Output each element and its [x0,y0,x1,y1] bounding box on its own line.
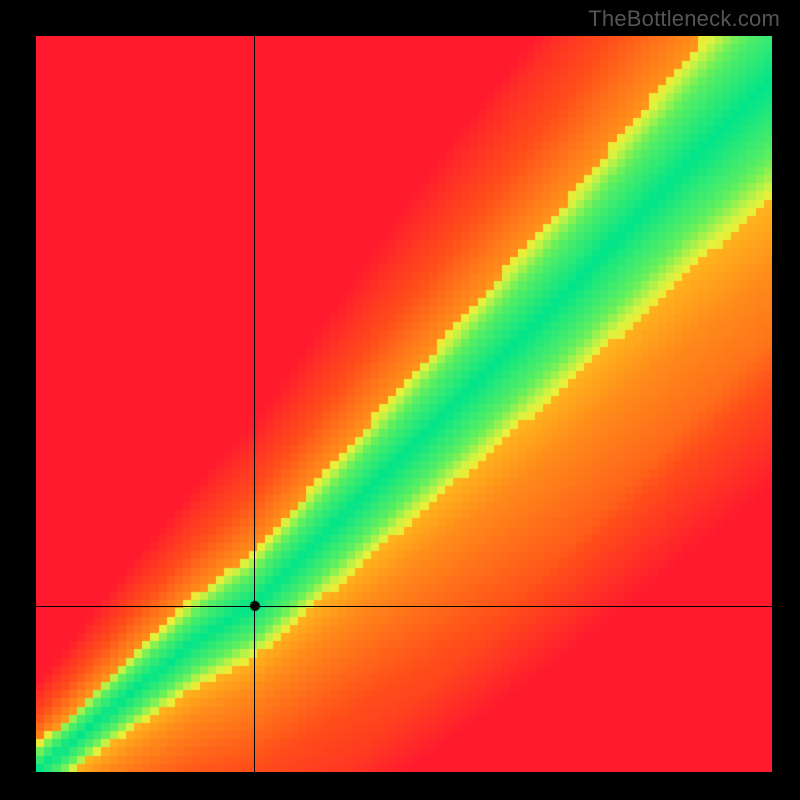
crosshair-horizontal-line [36,606,772,607]
figure-container: TheBottleneck.com [0,0,800,800]
watermark-text: TheBottleneck.com [588,6,780,32]
crosshair-vertical-line [254,36,255,772]
bottleneck-heatmap [36,36,772,772]
